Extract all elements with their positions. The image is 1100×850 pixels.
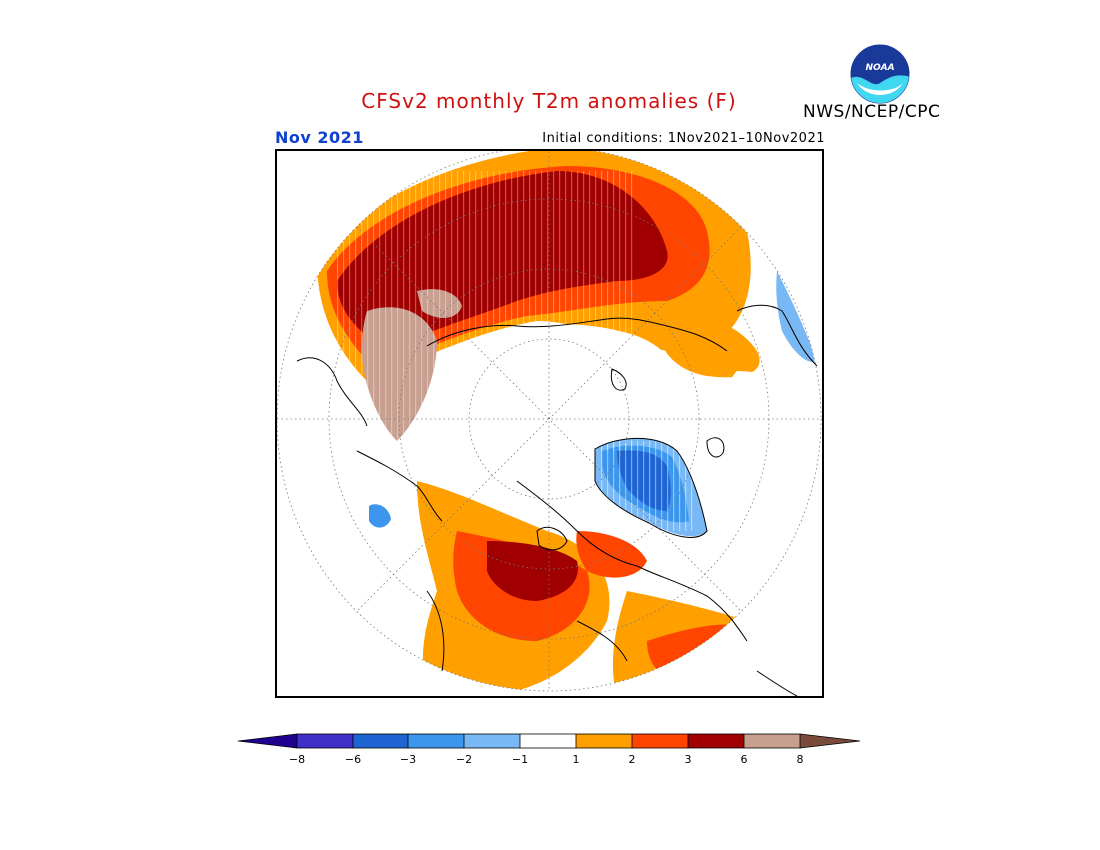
noaa-logo-icon: NOAA	[849, 43, 911, 105]
colorbar-tick-label: 3	[685, 753, 692, 766]
colorbar-tick-label: −1	[512, 753, 528, 766]
polar-map	[275, 149, 824, 698]
anomaly-region-canada-darkred	[487, 541, 578, 601]
anomaly-field	[317, 151, 821, 691]
colorbar-swatch-neg3-neg2	[408, 734, 464, 748]
colorbar-legend: −8 −6 −3 −2 −1 1 2 3 6 8	[238, 733, 861, 766]
colorbar-swatch-neg8-neg6	[297, 734, 353, 748]
colorbar-tick-label: 2	[629, 753, 636, 766]
colorbar-tick-label: 1	[573, 753, 580, 766]
map-title: CFSv2 monthly T2m anomalies (F)	[361, 89, 737, 113]
initial-conditions-label: Initial conditions: 1Nov2021–10Nov2021	[542, 131, 825, 146]
colorbar-swatch-neg2-neg1	[464, 734, 520, 748]
graticule	[277, 151, 822, 692]
agency-label: NWS/NCEP/CPC	[803, 102, 941, 122]
anomaly-region-pacific-blue	[369, 504, 391, 528]
colorbar-swatch-neg6-neg3	[353, 734, 408, 748]
colorbar-tick-label: 8	[797, 753, 804, 766]
colorbar-swatch-6-8	[744, 734, 800, 748]
colorbar-swatch-2-3	[632, 734, 688, 748]
colorbar-swatch-lt-neg8	[238, 734, 297, 748]
anomaly-region-europe-neutral	[713, 371, 821, 691]
colorbar-swatch-3-6	[688, 734, 744, 748]
colorbar-tick-label: −3	[400, 753, 416, 766]
anomaly-region-russia-east-orange	[657, 317, 760, 378]
anomaly-map-svg	[277, 151, 822, 696]
colorbar-swatch-gt-8	[800, 734, 860, 748]
colorbar-tick-label: −2	[456, 753, 472, 766]
coastlines	[296, 304, 818, 696]
colorbar-tick-label: 6	[741, 753, 748, 766]
anomaly-region-atlantic-blue	[776, 271, 817, 362]
anomaly-region-alaska-red	[576, 531, 647, 578]
colorbar-swatch-neg1-1	[520, 734, 576, 748]
colorbar-tick-label: −8	[289, 753, 305, 766]
valid-month-label: Nov 2021	[275, 128, 364, 147]
noaa-logo-text: NOAA	[865, 63, 894, 73]
colorbar-tick-label: −6	[345, 753, 361, 766]
colorbar-swatch-1-2	[576, 734, 632, 748]
